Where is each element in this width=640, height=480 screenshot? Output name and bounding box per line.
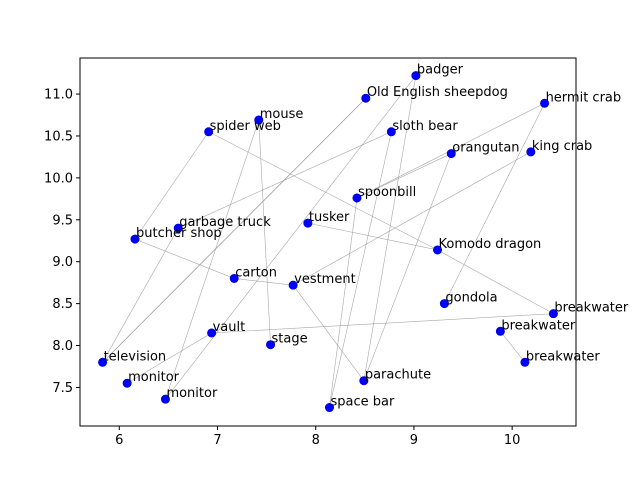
points-layer [98, 71, 558, 413]
data-point [411, 71, 421, 81]
y-tick-label: 8.5 [52, 297, 73, 312]
data-point [254, 115, 264, 125]
data-point [122, 378, 132, 388]
edge-line [134, 238, 235, 279]
point-label: breakwater [501, 318, 575, 333]
y-tick-label: 9.0 [52, 255, 73, 270]
point-label: butcher shop [136, 226, 222, 241]
data-point [173, 223, 183, 233]
point-label: spider web [210, 119, 281, 134]
data-point [433, 245, 443, 255]
point-label: sloth bear [392, 119, 458, 134]
data-point [266, 340, 276, 350]
data-point [548, 309, 558, 319]
edges-layer [102, 75, 554, 408]
edge-line [307, 222, 438, 251]
point-label: king crab [532, 139, 592, 154]
data-point [520, 357, 530, 367]
x-tick-label: 7 [213, 433, 221, 448]
point-label: Old English sheepdog [367, 85, 508, 100]
y-tick-label: 9.5 [52, 213, 73, 228]
x-tick-label: 6 [115, 433, 123, 448]
x-tick-label: 8 [312, 433, 320, 448]
y-tick-label: 10.5 [44, 129, 73, 144]
y-tick-label: 7.5 [52, 381, 73, 396]
point-label: monitor [166, 386, 218, 401]
y-tick-label: 10.0 [44, 171, 73, 186]
point-label: gondola [445, 291, 497, 306]
point-label: hermit crab [546, 90, 622, 105]
data-point [229, 273, 239, 283]
data-point [98, 357, 108, 367]
point-label: vault [213, 320, 246, 335]
point-label: garbage truck [179, 215, 271, 230]
x-tick-label: 10 [504, 433, 521, 448]
data-point [439, 299, 449, 309]
edge-line [134, 131, 209, 240]
point-label: orangutan [452, 141, 519, 156]
edge-line [165, 75, 417, 400]
point-label: spoonbill [358, 185, 416, 200]
data-point [386, 127, 396, 137]
point-label: vestment [294, 272, 356, 287]
edge-line [329, 131, 392, 408]
y-tick-label: 11.0 [44, 88, 73, 103]
edge-line [234, 278, 294, 286]
y-tick-label: 8.0 [52, 339, 73, 354]
edge-line [500, 331, 526, 363]
y-axis: 7.5 8.0 8.5 9.0 9.5 10.0 10.5 11.0 [44, 88, 80, 396]
edge-line [211, 313, 554, 334]
edge-line [363, 153, 452, 381]
data-point [303, 218, 313, 228]
x-tick-label: 9 [410, 433, 418, 448]
x-axis: 6 7 8 9 10 [115, 426, 520, 448]
edge-line [356, 153, 452, 199]
edge-line [102, 228, 179, 363]
data-point [359, 376, 369, 386]
point-label: space bar [330, 395, 394, 410]
point-label: breakwater [554, 301, 628, 316]
point-label: Komodo dragon [439, 237, 542, 252]
point-label: monitor [128, 370, 180, 385]
data-point [495, 326, 505, 336]
edge-line [165, 119, 260, 400]
data-point [288, 280, 298, 290]
edge-line [437, 249, 554, 314]
edge-line [102, 98, 367, 363]
edge-line [292, 284, 365, 381]
point-label: stage [272, 332, 308, 347]
plot-frame [79, 57, 577, 427]
edge-line [126, 332, 212, 384]
point-label: carton [235, 265, 277, 280]
edge-line [444, 103, 545, 304]
edge-line [329, 197, 358, 408]
point-labels-layer: badger Old English sheepdog hermit crab mou… [104, 63, 629, 410]
data-point [324, 403, 334, 413]
data-point [446, 149, 456, 159]
point-label: parachute [365, 368, 431, 383]
data-point [160, 394, 170, 404]
point-label: breakwater [526, 349, 600, 364]
data-point [526, 147, 536, 157]
edge-line [208, 131, 438, 251]
data-point [361, 93, 371, 103]
point-label: tusker [309, 210, 350, 225]
edge-line [178, 131, 392, 229]
data-point [540, 98, 550, 108]
edge-line [258, 120, 271, 345]
data-point [207, 328, 217, 338]
data-point [352, 193, 362, 203]
point-label: badger [417, 63, 464, 78]
point-label: mouse [260, 107, 304, 122]
point-label: television [104, 349, 167, 364]
edge-line [363, 75, 417, 381]
edge-line [292, 151, 531, 286]
data-point [204, 127, 214, 137]
data-point [130, 234, 140, 244]
